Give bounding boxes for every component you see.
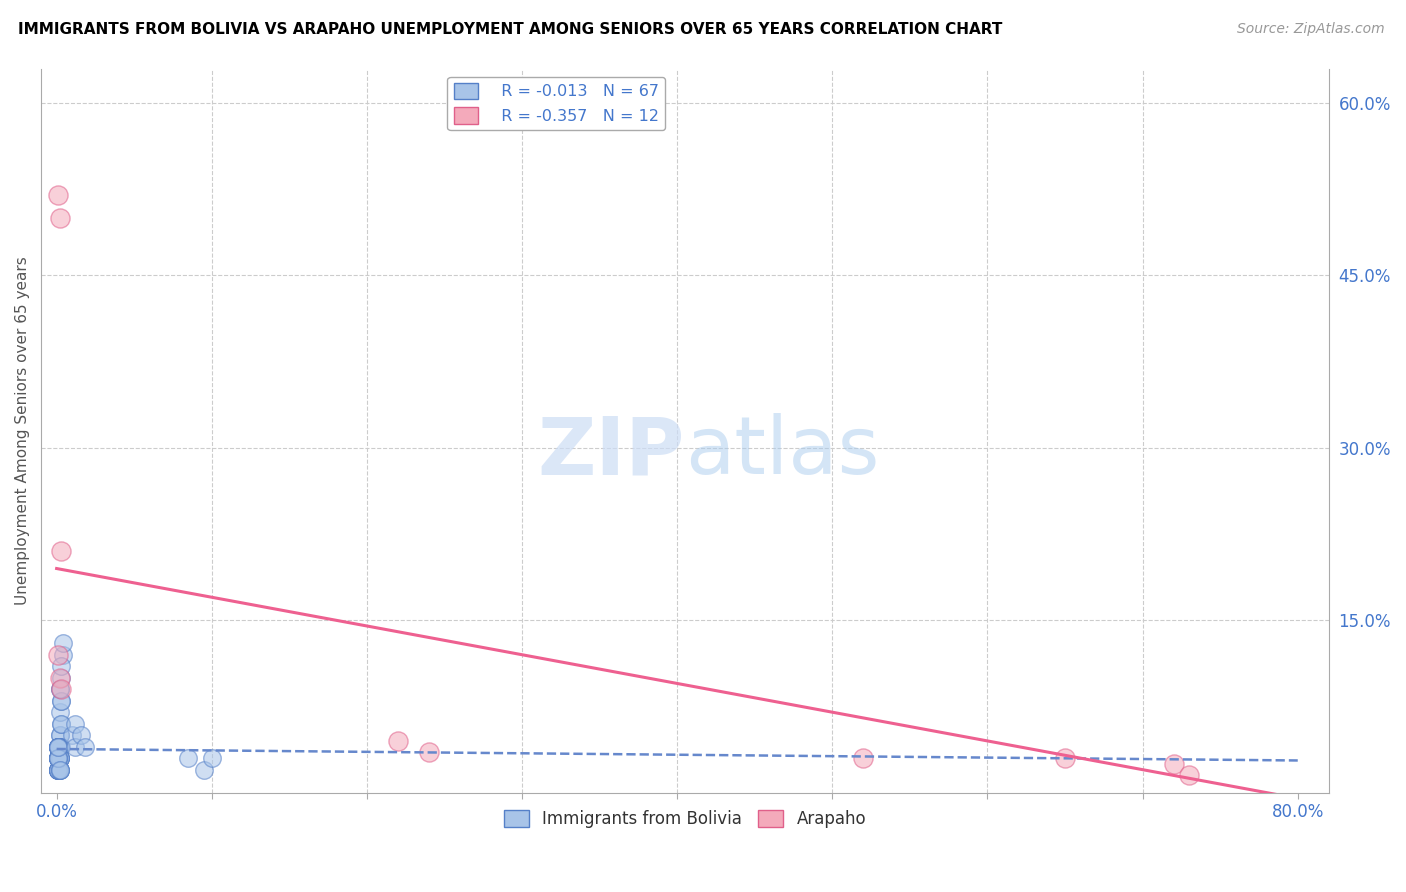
Point	[418, 746, 440, 760]
Point	[46, 763, 69, 777]
Point	[48, 763, 70, 777]
Point	[46, 751, 69, 765]
Point	[852, 751, 875, 765]
Point	[46, 739, 69, 754]
Y-axis label: Unemployment Among Seniors over 65 years: Unemployment Among Seniors over 65 years	[15, 256, 30, 605]
Point	[48, 763, 70, 777]
Text: Source: ZipAtlas.com: Source: ZipAtlas.com	[1237, 22, 1385, 37]
Point	[51, 682, 73, 697]
Point	[48, 763, 70, 777]
Point	[51, 694, 73, 708]
Point	[51, 694, 73, 708]
Point	[46, 751, 69, 765]
Point	[48, 751, 70, 765]
Point	[46, 739, 69, 754]
Point	[46, 648, 69, 662]
Point	[48, 751, 70, 765]
Point	[51, 716, 73, 731]
Point	[70, 728, 93, 742]
Point	[201, 751, 224, 765]
Point	[46, 188, 69, 202]
Point	[46, 751, 69, 765]
Point	[48, 705, 70, 719]
Point	[387, 734, 409, 748]
Point	[46, 751, 69, 765]
Point	[46, 739, 69, 754]
Point	[48, 751, 70, 765]
Point	[46, 751, 69, 765]
Point	[48, 739, 70, 754]
Point	[46, 763, 69, 777]
Point	[48, 728, 70, 742]
Point	[46, 763, 69, 777]
Legend: Immigrants from Bolivia, Arapaho: Immigrants from Bolivia, Arapaho	[496, 804, 873, 835]
Point	[46, 739, 69, 754]
Point	[46, 751, 69, 765]
Point	[65, 716, 87, 731]
Point	[46, 763, 69, 777]
Point	[46, 739, 69, 754]
Text: atlas: atlas	[685, 413, 879, 491]
Point	[48, 728, 70, 742]
Point	[193, 763, 215, 777]
Point	[46, 763, 69, 777]
Point	[46, 739, 69, 754]
Point	[1053, 751, 1076, 765]
Point	[46, 739, 69, 754]
Text: IMMIGRANTS FROM BOLIVIA VS ARAPAHO UNEMPLOYMENT AMONG SENIORS OVER 65 YEARS CORR: IMMIGRANTS FROM BOLIVIA VS ARAPAHO UNEMP…	[18, 22, 1002, 37]
Point	[46, 763, 69, 777]
Point	[46, 751, 69, 765]
Point	[46, 751, 69, 765]
Point	[48, 682, 70, 697]
Point	[48, 751, 70, 765]
Point	[60, 728, 83, 742]
Point	[1163, 756, 1185, 771]
Point	[46, 751, 69, 765]
Point	[46, 763, 69, 777]
Point	[52, 648, 75, 662]
Point	[48, 739, 70, 754]
Point	[48, 682, 70, 697]
Point	[46, 763, 69, 777]
Point	[177, 751, 200, 765]
Point	[51, 659, 73, 673]
Point	[51, 716, 73, 731]
Point	[46, 751, 69, 765]
Point	[48, 751, 70, 765]
Point	[46, 739, 69, 754]
Point	[51, 739, 73, 754]
Point	[46, 751, 69, 765]
Point	[52, 636, 75, 650]
Point	[46, 739, 69, 754]
Point	[48, 671, 70, 685]
Point	[48, 739, 70, 754]
Point	[48, 739, 70, 754]
Text: ZIP: ZIP	[537, 413, 685, 491]
Point	[48, 739, 70, 754]
Point	[51, 671, 73, 685]
Point	[1178, 768, 1201, 782]
Point	[51, 544, 73, 558]
Point	[48, 763, 70, 777]
Point	[73, 739, 96, 754]
Point	[65, 739, 87, 754]
Point	[46, 739, 69, 754]
Point	[46, 751, 69, 765]
Point	[48, 211, 70, 225]
Point	[46, 763, 69, 777]
